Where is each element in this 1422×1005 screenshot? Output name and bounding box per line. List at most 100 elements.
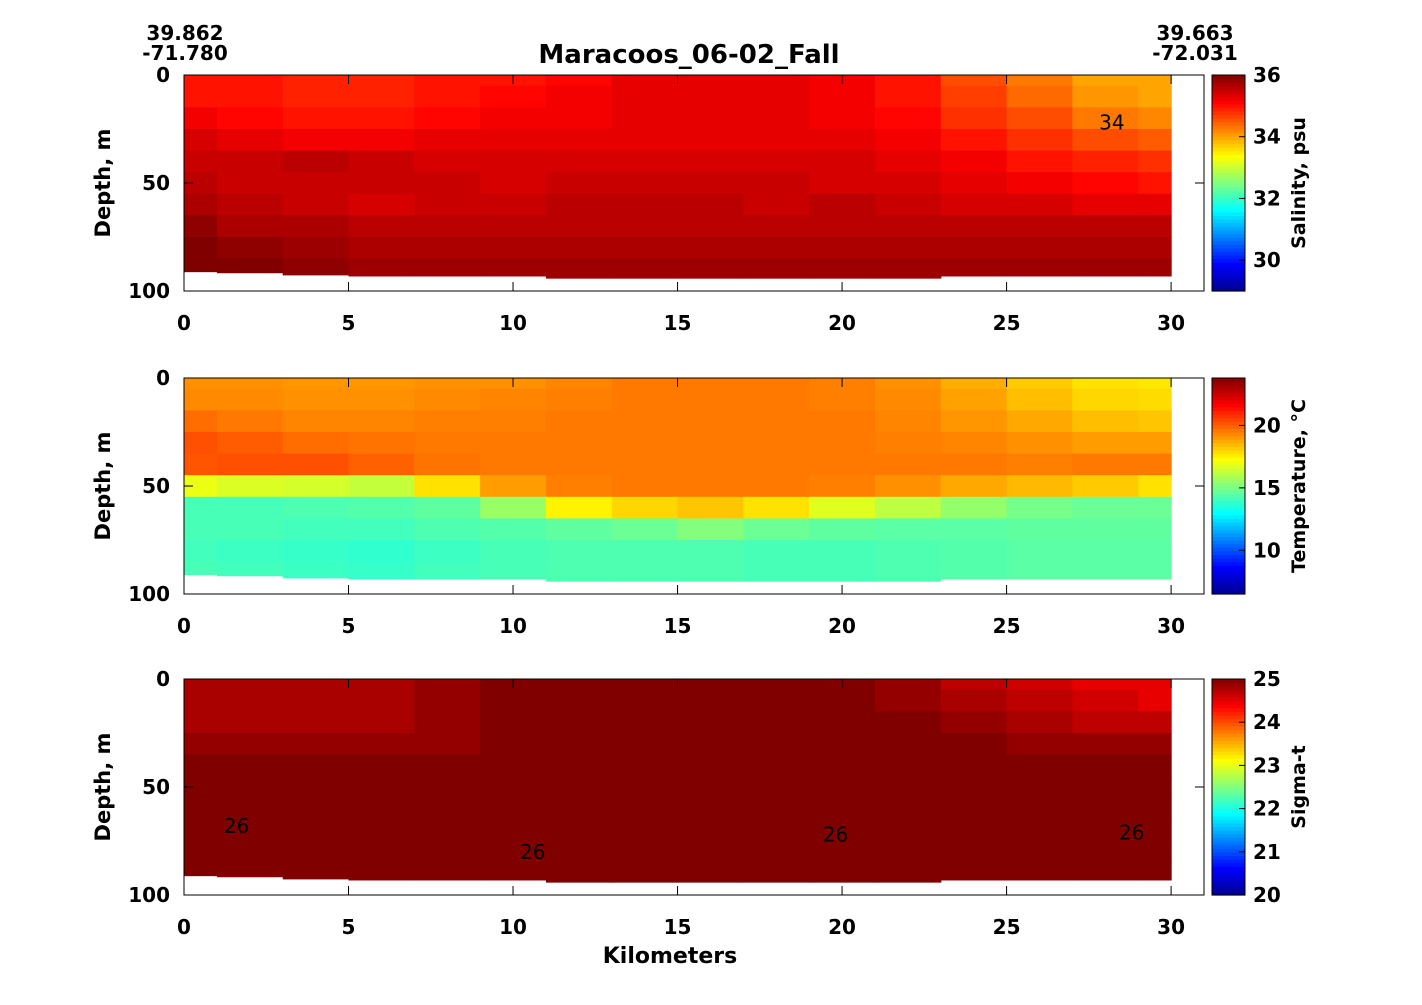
data-cell bbox=[743, 862, 810, 883]
start-latitude: 39.862 bbox=[146, 21, 223, 45]
data-cell bbox=[611, 172, 679, 195]
y-tick-label: 50 bbox=[142, 775, 170, 799]
data-cell bbox=[414, 862, 481, 881]
data-cell bbox=[282, 107, 350, 130]
colorbar-swatch bbox=[1212, 776, 1245, 781]
data-cell bbox=[282, 540, 350, 563]
data-cell bbox=[1072, 258, 1139, 277]
x-tick-label: 20 bbox=[828, 614, 856, 638]
colorbar-swatch bbox=[1212, 711, 1245, 716]
colorbar-swatch bbox=[1212, 561, 1245, 566]
colorbar-swatch bbox=[1212, 118, 1245, 123]
data-cell bbox=[874, 797, 942, 820]
colorbar-swatch bbox=[1212, 280, 1245, 285]
data-cell bbox=[940, 75, 1008, 87]
data-cell bbox=[809, 410, 876, 433]
colorbar-swatch bbox=[1212, 233, 1245, 238]
data-cell bbox=[348, 410, 415, 433]
data-cell bbox=[1006, 258, 1073, 277]
colorbar-swatch bbox=[1212, 396, 1245, 401]
data-cell bbox=[743, 475, 810, 498]
data-cell bbox=[1072, 776, 1139, 799]
data-cell bbox=[1138, 378, 1172, 390]
data-cell bbox=[940, 410, 1008, 433]
colorbar-swatch bbox=[1212, 417, 1245, 422]
data-cell bbox=[611, 475, 679, 498]
colorbar-swatch bbox=[1212, 797, 1245, 802]
data-cell bbox=[677, 193, 744, 216]
panel-2: 0 5 10 15 20 25 30 0 50 100 Depth, m 10 15 20 Temperat… bbox=[91, 366, 1310, 638]
data-cell bbox=[348, 711, 415, 734]
data-cell bbox=[480, 432, 547, 455]
data-cell bbox=[1006, 150, 1073, 173]
colorbar-swatch bbox=[1212, 172, 1245, 177]
colorbar-swatch bbox=[1212, 761, 1245, 766]
colorbar-swatch bbox=[1212, 722, 1245, 727]
data-cell bbox=[1138, 776, 1172, 799]
colorbar-swatch bbox=[1212, 579, 1245, 584]
y-tick-label: 100 bbox=[128, 582, 170, 606]
colorbar-swatch bbox=[1212, 89, 1245, 94]
colorbar-swatch bbox=[1212, 693, 1245, 698]
data-cell bbox=[545, 85, 613, 108]
data-cell bbox=[216, 432, 284, 455]
data-cell bbox=[414, 150, 481, 173]
colorbar-label: Temperature, °C bbox=[1288, 399, 1310, 573]
data-cell bbox=[1138, 453, 1172, 476]
colorbar-tick-label: 10 bbox=[1253, 538, 1281, 562]
colorbar-swatch bbox=[1212, 733, 1245, 738]
data-cell bbox=[743, 453, 810, 476]
colorbar-swatch bbox=[1212, 154, 1245, 159]
data-cell bbox=[1006, 388, 1073, 411]
x-tick-label: 10 bbox=[499, 311, 527, 335]
data-cell bbox=[1072, 453, 1139, 476]
data-cell bbox=[216, 129, 284, 152]
data-cell bbox=[348, 75, 415, 87]
colorbar-swatch bbox=[1212, 276, 1245, 281]
data-cell bbox=[545, 475, 613, 498]
colorbar-swatch bbox=[1212, 468, 1245, 473]
data-cell bbox=[1006, 679, 1073, 691]
colorbar-swatch bbox=[1212, 125, 1245, 130]
colorbar-swatch bbox=[1212, 815, 1245, 820]
data-cell bbox=[216, 733, 284, 756]
data-cell bbox=[743, 496, 810, 519]
data-cell bbox=[184, 475, 218, 498]
colorbar-swatch bbox=[1212, 554, 1245, 559]
colorbar-swatch bbox=[1212, 190, 1245, 195]
data-cell bbox=[874, 172, 942, 195]
data-cell bbox=[216, 841, 284, 864]
colorbar-tick-label: 22 bbox=[1253, 797, 1281, 821]
data-cell bbox=[216, 193, 284, 216]
colorbar-tick-label: 24 bbox=[1253, 710, 1281, 734]
data-cell bbox=[184, 388, 218, 411]
data-cell bbox=[348, 776, 415, 799]
data-cell bbox=[216, 410, 284, 433]
data-cell bbox=[1138, 862, 1172, 881]
data-cell bbox=[1072, 496, 1139, 519]
data-cell bbox=[1072, 85, 1139, 108]
data-cell bbox=[874, 475, 942, 498]
data-cell bbox=[545, 388, 613, 411]
data-cell bbox=[809, 711, 876, 734]
data-cell bbox=[677, 733, 744, 756]
data-cell bbox=[414, 107, 481, 130]
colorbar-swatch bbox=[1212, 823, 1245, 828]
colorbar-swatch bbox=[1212, 837, 1245, 842]
data-cell bbox=[414, 432, 481, 455]
colorbar-swatch bbox=[1212, 801, 1245, 806]
data-cell bbox=[874, 237, 942, 260]
data-cell bbox=[348, 862, 415, 881]
data-cell bbox=[677, 711, 744, 734]
colorbar-swatch bbox=[1212, 75, 1245, 80]
data-cell bbox=[743, 518, 810, 541]
colorbar-swatch bbox=[1212, 590, 1245, 595]
colorbar-swatch bbox=[1212, 873, 1245, 878]
colorbar-tick-label: 23 bbox=[1253, 753, 1281, 777]
data-cell bbox=[1138, 410, 1172, 433]
data-cell bbox=[1072, 75, 1139, 87]
y-axis-label: Depth, m bbox=[91, 733, 115, 842]
colorbar-swatch bbox=[1212, 478, 1245, 483]
colorbar-swatch bbox=[1212, 568, 1245, 573]
data-cell bbox=[414, 841, 481, 864]
